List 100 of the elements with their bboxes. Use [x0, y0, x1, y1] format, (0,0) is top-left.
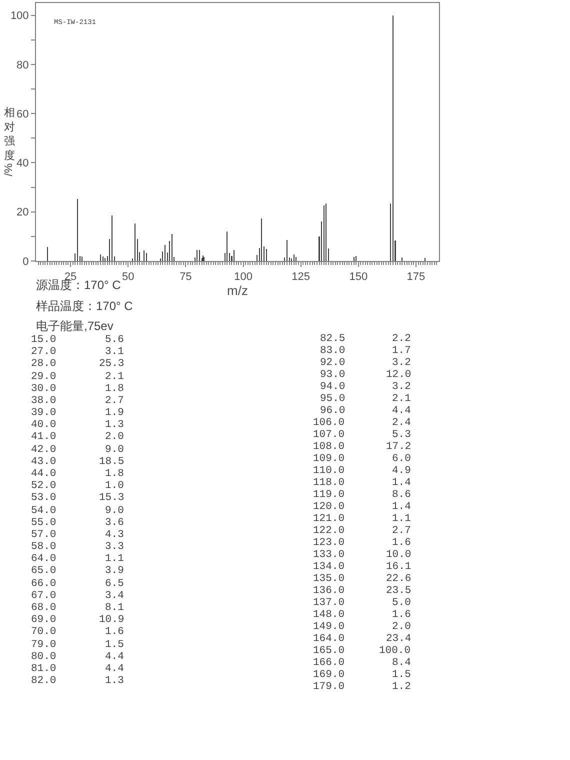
text: 107.0: [313, 429, 345, 441]
y-tick-label: 60: [16, 108, 29, 120]
text: 106.0: [313, 417, 345, 429]
text: 8.4: [392, 657, 411, 669]
text: 148.0: [313, 609, 345, 621]
text: 30.0: [31, 383, 56, 395]
text: 123.0: [313, 537, 345, 549]
text: 121.0: [313, 513, 345, 525]
text: 23.5: [386, 585, 412, 597]
text: 2.0: [392, 621, 411, 633]
text: 2.7: [392, 525, 411, 537]
x-tick-label: 150: [349, 271, 368, 284]
text: 169.0: [313, 669, 345, 681]
text: 94.0: [320, 381, 346, 393]
text: 110.0: [313, 465, 345, 477]
text: 2.4: [392, 417, 411, 429]
text: 6.5: [105, 578, 124, 590]
text: 9.0: [105, 444, 124, 456]
text: 109.0: [313, 453, 345, 465]
text: 83.0: [320, 345, 346, 357]
text: 5.0: [392, 597, 411, 609]
text: 17.2: [386, 441, 412, 453]
text: 1.9: [105, 407, 124, 419]
text: 54.0: [31, 505, 56, 517]
text: 3.3: [105, 541, 124, 553]
text: 81.0: [31, 663, 56, 675]
text: 1.3: [105, 675, 124, 687]
text: 1.4: [392, 477, 411, 489]
text: 134.0: [313, 561, 345, 573]
text: 120.0: [313, 501, 345, 513]
text: 2.1: [392, 393, 411, 405]
text: 28.0: [31, 358, 56, 370]
text: 9.0: [105, 505, 124, 517]
text: 92.0: [320, 357, 346, 369]
text: 4.3: [105, 529, 124, 541]
text: 82.0: [31, 675, 56, 687]
text: 80.0: [31, 651, 56, 663]
text: 119.0: [313, 489, 345, 501]
y-tick-label: 100: [10, 10, 29, 22]
text: 41.0: [31, 431, 56, 443]
y-axis-title: 相对强度/%: [2, 106, 15, 176]
text: 4.4: [105, 651, 124, 663]
x-tick-label: 100: [234, 271, 252, 284]
text: 64.0: [31, 553, 56, 565]
text: 40.0: [31, 419, 56, 431]
text: 118.0: [313, 477, 345, 489]
text: 39.0: [31, 407, 56, 419]
text: 3.4: [105, 590, 124, 602]
text: 166.0: [313, 657, 345, 669]
text: 6.0: [392, 453, 411, 465]
text: 2.1: [105, 371, 124, 383]
text: 69.0: [31, 614, 56, 626]
text: 1.7: [392, 345, 411, 357]
y-tick-label: 80: [16, 59, 29, 72]
text: 179.0: [313, 681, 345, 693]
text: 18.5: [99, 456, 124, 468]
text: 79.0: [31, 639, 56, 651]
text: 65.0: [31, 565, 56, 577]
text: 44.0: [31, 468, 56, 480]
text: 5.6: [105, 334, 124, 346]
text: 4.9: [392, 465, 411, 477]
x-tick-label: 175: [406, 271, 426, 284]
text: 22.6: [386, 573, 412, 585]
y-tick-label: 20: [16, 206, 29, 219]
text: 1.6: [105, 626, 124, 638]
text: 100.0: [379, 645, 411, 657]
text: 52.0: [31, 480, 56, 492]
text: 2.2: [392, 333, 411, 345]
text: 3.6: [105, 517, 124, 529]
text: 149.0: [313, 621, 345, 633]
text: 25.3: [99, 358, 124, 370]
text: 43.0: [31, 456, 56, 468]
text: 2.0: [105, 431, 124, 443]
text: 1.1: [105, 553, 124, 565]
y-tick-label: 40: [16, 158, 29, 170]
text: 4.4: [392, 405, 411, 417]
text: 1.3: [105, 419, 124, 431]
text: 15.3: [99, 492, 124, 504]
text: 10.0: [386, 549, 412, 561]
text: 1.4: [392, 501, 411, 513]
text: 3.2: [392, 381, 411, 393]
x-tick-label: 50: [122, 271, 134, 284]
text: 15.0: [31, 334, 56, 346]
x-tick-label: 75: [180, 271, 192, 284]
text: 12.0: [386, 369, 412, 381]
text: 70.0: [31, 626, 56, 638]
text: 55.0: [31, 517, 56, 529]
text: 164.0: [313, 633, 345, 645]
text: 136.0: [313, 585, 345, 597]
x-axis-title: m/z: [227, 283, 248, 298]
text: 1.6: [392, 609, 411, 621]
text: 样品温度：170° C: [36, 299, 134, 313]
text: 82.5: [320, 333, 346, 345]
text: 137.0: [313, 597, 345, 609]
text: 10.9: [99, 614, 124, 626]
text: 165.0: [313, 645, 345, 657]
text: 93.0: [320, 369, 346, 381]
text: 1.6: [392, 537, 411, 549]
text: 1.5: [392, 669, 411, 681]
text: 1.5: [105, 639, 124, 651]
